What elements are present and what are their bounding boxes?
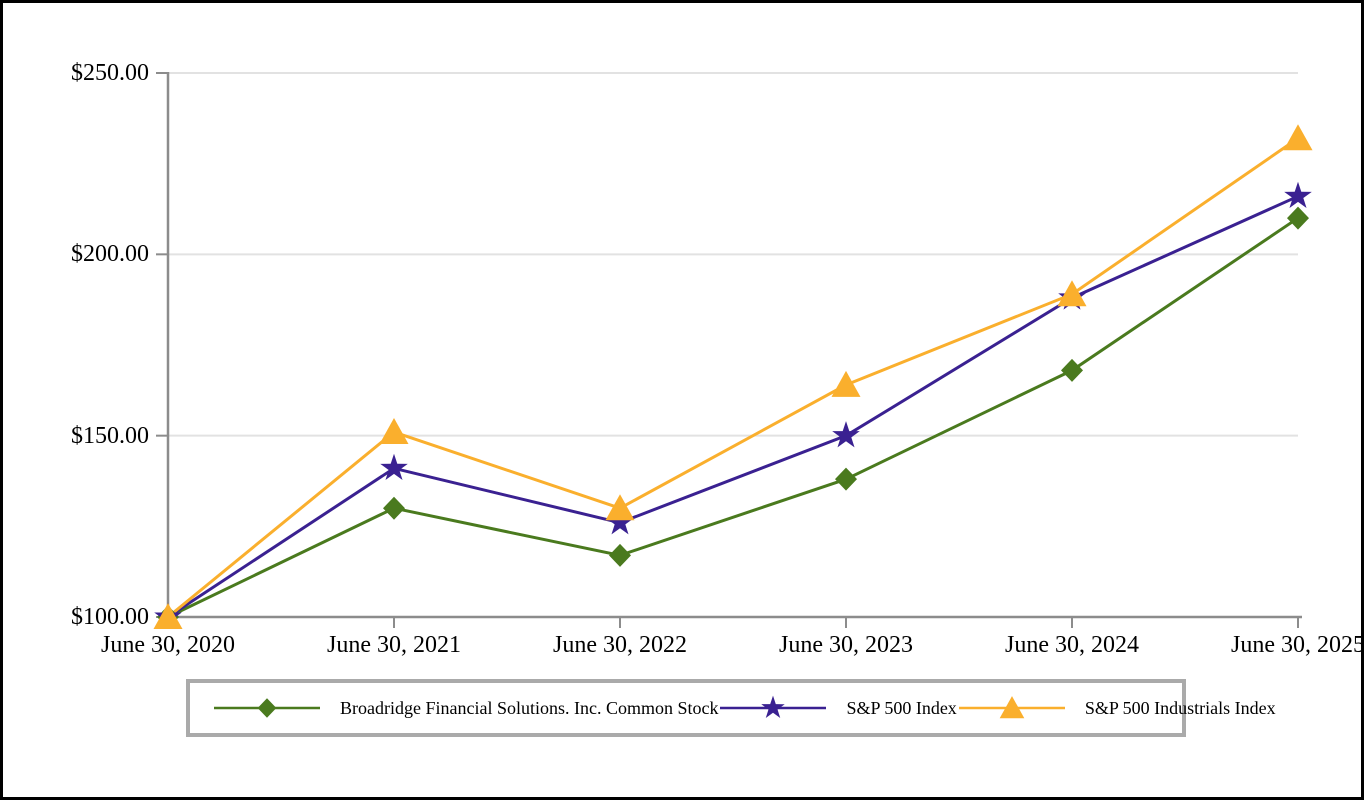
series-line-star — [167, 194, 1299, 619]
diamond-marker — [383, 496, 405, 520]
chart-legend: Broadridge Financial Solutions. Inc. Com… — [186, 679, 1276, 737]
diamond-marker — [1287, 206, 1309, 230]
star-marker — [832, 421, 860, 448]
y-axis-tick-label: $150.00 — [71, 422, 149, 449]
triangle-marker — [605, 494, 635, 521]
legend-marker-star — [720, 695, 827, 718]
stock-performance-chart: $100.00 $150.00 $200.00 $250.00 June 30, 202… — [3, 3, 1364, 797]
triangle-marker — [1283, 124, 1313, 151]
diamond-marker — [1061, 358, 1083, 382]
star-marker — [1284, 181, 1312, 209]
legend-item-star: S&P 500 Index — [718, 693, 957, 723]
x-axis-tick-label: June 30, 2025 — [1231, 632, 1364, 658]
triangle-marker — [379, 418, 409, 445]
legend-marker-diamond — [214, 698, 320, 718]
series-line-triangle — [167, 137, 1299, 619]
triangle-marker — [1057, 280, 1087, 307]
y-axis-tick-label: $100.00 — [71, 604, 149, 630]
plot-canvas — [153, 72, 1313, 629]
diamond-marker — [609, 543, 631, 567]
legend-label: S&P 500 Index — [846, 697, 957, 718]
legend-label: Broadridge Financial Solutions. Inc. Com… — [340, 697, 719, 718]
triangle-marker — [153, 603, 183, 629]
legend-label: S&P 500 Industrials Index — [1084, 697, 1276, 718]
legend-marker-triangle — [958, 696, 1065, 719]
x-axis-tick-label: June 30, 2021 — [327, 632, 461, 658]
triangle-marker — [831, 370, 861, 397]
star-marker — [606, 508, 634, 535]
legend-item-triangle: S&P 500 Industrials Index — [957, 693, 1276, 723]
series-line-diamond — [167, 216, 1299, 619]
x-axis-tick-label: June 30, 2023 — [779, 632, 913, 658]
y-axis-tick-label: $200.00 — [71, 241, 149, 268]
x-axis-tick-label: June 30, 2020 — [101, 632, 235, 658]
legend-item-diamond: Broadridge Financial Solutions. Inc. Com… — [212, 693, 718, 723]
y-axis-tick-label: $250.00 — [71, 60, 149, 86]
star-marker — [380, 453, 408, 481]
x-axis-tick-label: June 30, 2022 — [553, 632, 687, 658]
x-axis-tick-label: June 30, 2024 — [1005, 632, 1139, 658]
diamond-marker — [835, 467, 857, 491]
